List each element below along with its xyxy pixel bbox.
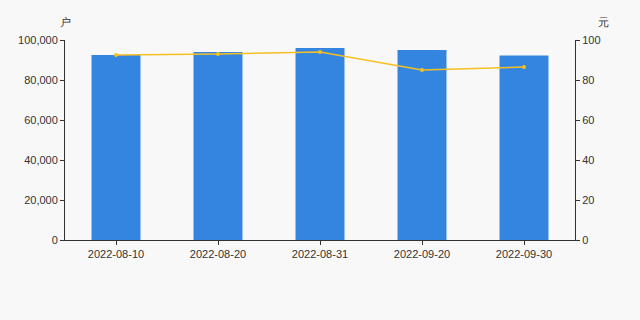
svg-text:2022-08-31: 2022-08-31: [292, 248, 348, 260]
svg-text:户: 户: [60, 16, 71, 28]
svg-text:40: 40: [582, 154, 594, 166]
svg-text:20,000: 20,000: [24, 194, 58, 206]
svg-text:100: 100: [582, 34, 600, 46]
svg-text:100,000: 100,000: [18, 34, 58, 46]
svg-text:元: 元: [598, 16, 609, 28]
svg-text:60: 60: [582, 114, 594, 126]
svg-text:40,000: 40,000: [24, 154, 58, 166]
svg-text:60,000: 60,000: [24, 114, 58, 126]
svg-text:2022-09-30: 2022-09-30: [496, 248, 552, 260]
svg-text:20: 20: [582, 194, 594, 206]
svg-text:0: 0: [52, 234, 58, 246]
svg-text:2022-08-20: 2022-08-20: [190, 248, 246, 260]
svg-text:2022-09-20: 2022-09-20: [394, 248, 450, 260]
svg-text:0: 0: [582, 234, 588, 246]
svg-text:80: 80: [582, 74, 594, 86]
svg-text:2022-08-10: 2022-08-10: [88, 248, 144, 260]
svg-text:80,000: 80,000: [24, 74, 58, 86]
